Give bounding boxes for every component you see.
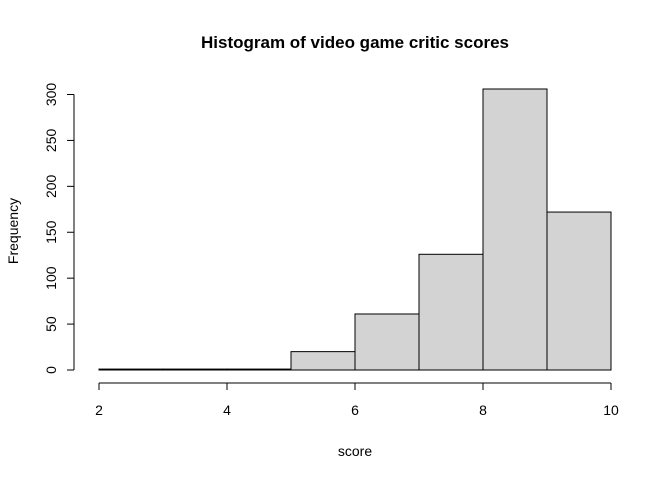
histogram-bar-7 — [546, 211, 612, 371]
x-axis-label: score — [338, 443, 372, 459]
y-tick-label-1: 50 — [43, 316, 59, 332]
y-axis-label: Frequency — [5, 198, 21, 264]
y-tick-label-0: 0 — [43, 366, 59, 374]
x-tick-label-4: 10 — [603, 402, 619, 418]
x-axis: 2 4 6 8 10 — [95, 382, 619, 418]
histogram-bar-4 — [354, 313, 420, 371]
histogram-bar-0 — [98, 368, 164, 371]
y-tick-label-5: 250 — [43, 129, 59, 153]
x-tick-label-0: 2 — [95, 402, 103, 418]
chart-title: Histogram of video game critic scores — [201, 33, 509, 52]
x-tick-label-3: 8 — [479, 402, 487, 418]
histogram-bar-6 — [482, 88, 548, 371]
histogram-bar-3 — [290, 351, 356, 371]
x-tick-label-1: 4 — [223, 402, 231, 418]
y-tick-label-3: 150 — [43, 220, 59, 244]
bars-group — [98, 88, 612, 371]
y-tick-label-2: 100 — [43, 266, 59, 290]
histogram-bar-2 — [226, 368, 292, 371]
y-tick-label-4: 200 — [43, 174, 59, 198]
y-axis: 0 50 100 150 200 250 300 — [43, 83, 75, 374]
histogram-bar-1 — [162, 368, 228, 371]
y-tick-label-6: 300 — [43, 83, 59, 107]
histogram-bar-5 — [418, 253, 484, 371]
x-tick-label-2: 6 — [351, 402, 359, 418]
